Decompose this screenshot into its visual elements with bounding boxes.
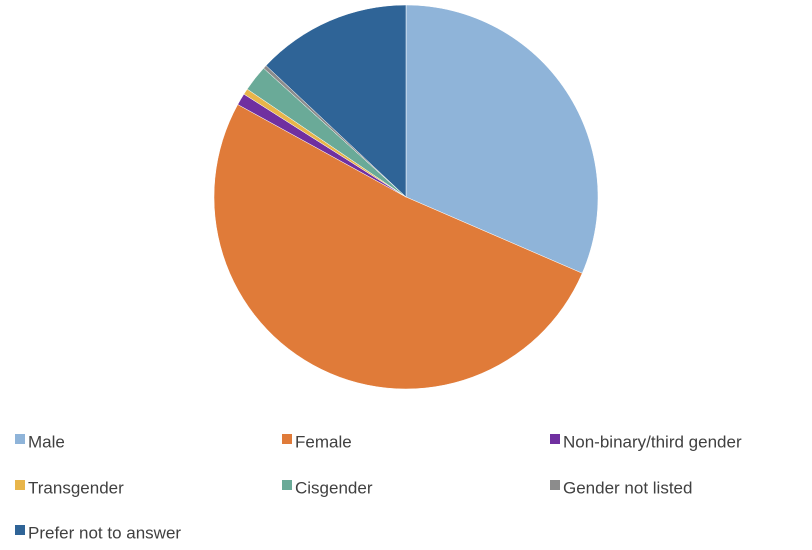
legend-label: Non-binary/third gender [563, 432, 742, 451]
legend-swatch [15, 480, 25, 490]
legend-label: Female [295, 432, 352, 451]
legend-swatch [282, 480, 292, 490]
legend-swatch [550, 480, 560, 490]
legend-swatch [15, 434, 25, 444]
legend-swatch [282, 434, 292, 444]
legend-label: Cisgender [295, 478, 373, 497]
legend-label: Transgender [28, 478, 124, 497]
legend-swatch [550, 434, 560, 444]
pie-slice [213, 104, 583, 390]
legend-label: Prefer not to answer [28, 523, 181, 542]
pie-slice [405, 4, 599, 274]
legend-label: Gender not listed [563, 478, 692, 497]
legend-label: Male [28, 432, 65, 451]
pie-slice [265, 4, 407, 198]
legend-swatch [15, 525, 25, 535]
